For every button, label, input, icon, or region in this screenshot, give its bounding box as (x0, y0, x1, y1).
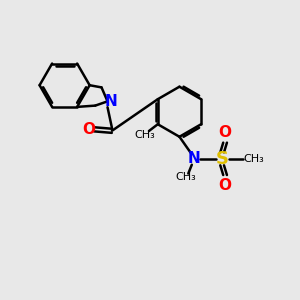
Text: S: S (216, 150, 229, 168)
Text: O: O (82, 122, 95, 137)
Text: O: O (219, 125, 232, 140)
Text: CH₃: CH₃ (175, 172, 196, 182)
Text: N: N (105, 94, 117, 109)
Text: CH₃: CH₃ (134, 130, 155, 140)
Text: O: O (219, 178, 232, 193)
Text: CH₃: CH₃ (243, 154, 264, 164)
Text: N: N (188, 151, 200, 166)
